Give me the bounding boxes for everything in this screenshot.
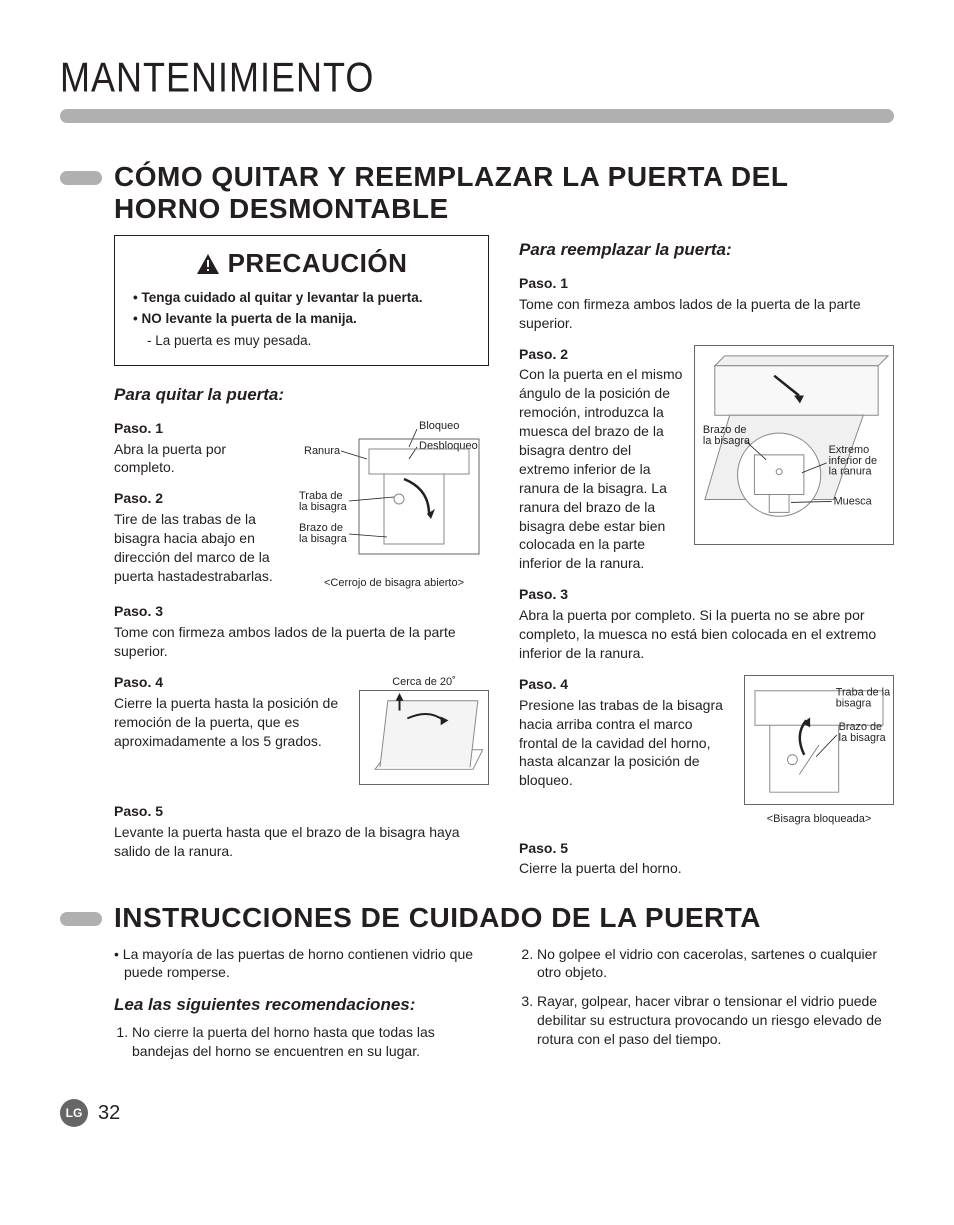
fig-label-traba: Traba dela bisagra bbox=[299, 490, 348, 513]
fig-label-brazo: Brazo dela bisagra bbox=[839, 721, 887, 744]
step-text: Abra la puerta por completo. Si la puert… bbox=[519, 606, 894, 663]
fig-label-muesca: Muesca bbox=[834, 495, 873, 507]
step-label: Paso. 5 bbox=[114, 802, 489, 821]
fig-caption-locked: <Bisagra bloqueada> bbox=[744, 812, 894, 827]
section-door-title: CÓMO QUITAR Y REEMPLAZAR LA PUERTA DEL H… bbox=[114, 161, 894, 225]
lg-logo-icon: LG bbox=[60, 1099, 88, 1127]
fig-label-brazo-bisagra: Brazo dela bisagra bbox=[703, 424, 751, 447]
step-label: Paso. 3 bbox=[114, 602, 489, 621]
recs-heading: Lea las siguientes recomendaciones: bbox=[114, 994, 489, 1017]
figure-hinge-open: Ranura Bloqueo Desbloqueo Traba dela b bbox=[299, 419, 489, 591]
caution-box: PRECAUCIÓN • Tenga cuidado al quitar y l… bbox=[114, 235, 489, 366]
section-bullet bbox=[60, 912, 102, 926]
section-care-title: INSTRUCCIONES DE CUIDADO DE LA PUERTA bbox=[114, 902, 761, 934]
warning-triangle-icon bbox=[196, 253, 220, 275]
remove-heading: Para quitar la puerta: bbox=[114, 384, 489, 407]
caution-item: • Tenga cuidado al quitar y levantar la … bbox=[133, 289, 474, 307]
figure-door-20deg: Cerca de 20˚ bbox=[359, 673, 489, 790]
step-text: Tome con firmeza ambos lados de la puert… bbox=[519, 295, 894, 333]
header-divider bbox=[60, 109, 894, 123]
rec-item: No golpee el vidrio con cacerolas, sarte… bbox=[537, 945, 894, 983]
page-number: 32 bbox=[98, 1100, 120, 1127]
col-replace: Para reemplazar la puerta: Paso. 1 Tome … bbox=[519, 235, 894, 878]
section-care-content: • La mayoría de las puertas de horno con… bbox=[114, 945, 894, 1072]
figure-insert-hinge: Brazo dela bisagra Extremoinferior dela … bbox=[694, 345, 894, 550]
step-label: Paso. 5 bbox=[519, 839, 894, 858]
page-title: MANTENIMIENTO bbox=[60, 50, 894, 106]
section-bullet bbox=[60, 171, 102, 185]
care-col-right: No golpee el vidrio con cacerolas, sarte… bbox=[519, 945, 894, 1072]
care-bullet: • La mayoría de las puertas de horno con… bbox=[114, 945, 489, 983]
page-footer: LG 32 bbox=[60, 1099, 894, 1127]
replace-heading: Para reemplazar la puerta: bbox=[519, 239, 894, 262]
section-care-heading-row: INSTRUCCIONES DE CUIDADO DE LA PUERTA bbox=[60, 902, 894, 934]
step-label: Paso. 3 bbox=[519, 585, 894, 604]
fig-caption-open: <Cerrojo de bisagra abierto> bbox=[299, 576, 489, 591]
fig-label-extremo: Extremoinferior dela ranura bbox=[829, 443, 877, 477]
figure-hinge-locked: Traba de labisagra Brazo dela bisagra <B… bbox=[744, 675, 894, 827]
step-text: Tome con firmeza ambos lados de la puert… bbox=[114, 623, 489, 661]
care-col-left: • La mayoría de las puertas de horno con… bbox=[114, 945, 489, 1072]
caution-subitem: - La puerta es muy pesada. bbox=[133, 332, 474, 350]
fig-label-brazo: Brazo dela bisagra bbox=[299, 522, 348, 545]
fig-label-20deg: Cerca de 20˚ bbox=[359, 675, 489, 690]
caution-item: • NO levante la puerta de la manija. bbox=[133, 310, 474, 328]
section-door-heading-row: CÓMO QUITAR Y REEMPLAZAR LA PUERTA DEL H… bbox=[60, 161, 894, 225]
step-text: Cierre la puerta del horno. bbox=[519, 859, 894, 878]
col-remove: PRECAUCIÓN • Tenga cuidado al quitar y l… bbox=[114, 235, 489, 878]
rec-item: Rayar, golpear, hacer vibrar o tensionar… bbox=[537, 992, 894, 1049]
caution-title: PRECAUCIÓN bbox=[228, 246, 408, 281]
section-door-content: PRECAUCIÓN • Tenga cuidado al quitar y l… bbox=[114, 235, 894, 878]
step-text: Levante la puerta hasta que el brazo de … bbox=[114, 823, 489, 861]
rec-item: No cierre la puerta del horno hasta que … bbox=[132, 1023, 489, 1061]
fig-label-bloqueo: Bloqueo bbox=[419, 420, 459, 432]
fig-label-ranura: Ranura bbox=[304, 445, 341, 457]
step-label: Paso. 1 bbox=[519, 274, 894, 293]
